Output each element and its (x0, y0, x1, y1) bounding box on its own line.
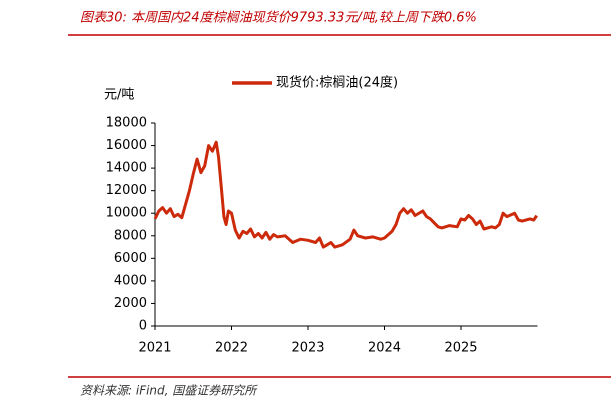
y-tick-label: 4000 (114, 273, 147, 288)
y-tick-label: 6000 (114, 251, 147, 266)
x-tick-label: 2021 (138, 341, 171, 356)
x-tick-label: 2025 (444, 341, 477, 356)
chart-title: 图表30: 本周国内24度棕榈油现货价9793.33元/吨,较上周下跌0.6% (80, 11, 477, 26)
x-tick-label: 2022 (215, 341, 248, 356)
y-tick-label: 12000 (106, 183, 147, 198)
y-tick-label: 2000 (114, 296, 147, 311)
y-axis-label: 元/吨 (104, 88, 134, 103)
y-tick-label: 14000 (106, 161, 147, 176)
x-tick-label: 2023 (291, 341, 324, 356)
source: 资料来源: iFind, 国盛证券研究所 (80, 384, 258, 398)
y-tick-label: 8000 (114, 228, 147, 243)
y-tick-label: 18000 (106, 116, 147, 131)
y-tick-label: 16000 (106, 138, 147, 153)
x-tick-label: 2024 (368, 341, 401, 356)
series-line (153, 140, 538, 249)
y-tick-label: 0 (139, 319, 147, 334)
y-tick-label: 10000 (106, 206, 147, 221)
legend-label: 现货价:棕榈油(24度) (276, 75, 398, 91)
